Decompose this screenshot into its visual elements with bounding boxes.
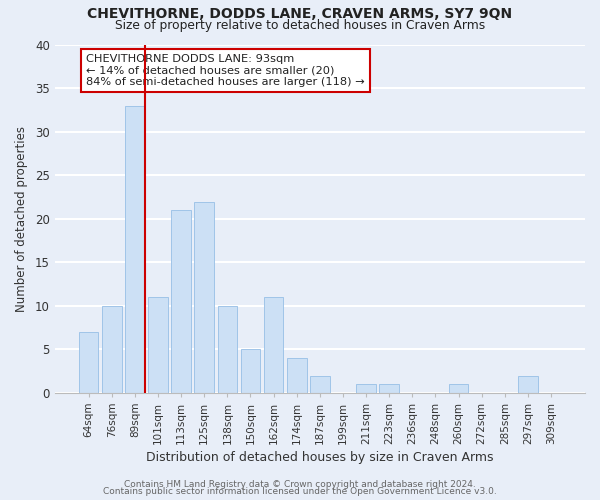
- Bar: [218, 306, 237, 393]
- Bar: [148, 297, 168, 393]
- Bar: [310, 376, 329, 393]
- Bar: [171, 210, 191, 393]
- Text: CHEVITHORNE, DODDS LANE, CRAVEN ARMS, SY7 9QN: CHEVITHORNE, DODDS LANE, CRAVEN ARMS, SY…: [88, 8, 512, 22]
- Bar: [518, 376, 538, 393]
- Text: Size of property relative to detached houses in Craven Arms: Size of property relative to detached ho…: [115, 19, 485, 32]
- Text: CHEVITHORNE DODDS LANE: 93sqm
← 14% of detached houses are smaller (20)
84% of s: CHEVITHORNE DODDS LANE: 93sqm ← 14% of d…: [86, 54, 365, 87]
- Bar: [379, 384, 399, 393]
- Bar: [287, 358, 307, 393]
- Bar: [241, 350, 260, 393]
- Y-axis label: Number of detached properties: Number of detached properties: [15, 126, 28, 312]
- Bar: [194, 202, 214, 393]
- Bar: [264, 297, 283, 393]
- Text: Contains public sector information licensed under the Open Government Licence v3: Contains public sector information licen…: [103, 487, 497, 496]
- Bar: [79, 332, 98, 393]
- X-axis label: Distribution of detached houses by size in Craven Arms: Distribution of detached houses by size …: [146, 451, 494, 464]
- Bar: [449, 384, 469, 393]
- Bar: [102, 306, 122, 393]
- Bar: [356, 384, 376, 393]
- Bar: [125, 106, 145, 393]
- Text: Contains HM Land Registry data © Crown copyright and database right 2024.: Contains HM Land Registry data © Crown c…: [124, 480, 476, 489]
